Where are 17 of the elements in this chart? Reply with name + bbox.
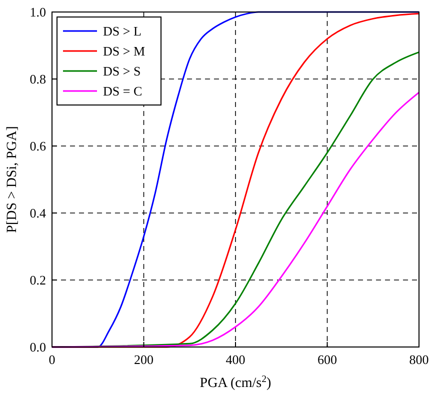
x-tick-label: 600 [318, 352, 337, 367]
y-tick-label: 0.6 [30, 138, 46, 154]
y-tick-label: 1.0 [30, 4, 46, 20]
y-tick-label: 0.8 [30, 72, 46, 86]
legend-label: DS > L [103, 24, 142, 38]
legend-label: DS > M [103, 44, 146, 58]
x-axis-title: PGA (cm/s$^{2}$) [200, 374, 272, 391]
x-tick-label: 800 [409, 352, 429, 367]
legend-label: DS = C [103, 84, 142, 98]
y-tick-label: 0.0 [30, 340, 46, 354]
x-tick-label: 400 [226, 352, 246, 367]
x-tick-label: 0 [48, 352, 56, 367]
legend-label: DS > S [103, 64, 141, 78]
y-tick-label: 0.4 [30, 206, 46, 220]
y-axis-title: P[DS > DSi, PGA] [5, 126, 20, 233]
x-tick-label: 200 [134, 352, 154, 367]
y-tick-label: 0.2 [30, 272, 46, 288]
